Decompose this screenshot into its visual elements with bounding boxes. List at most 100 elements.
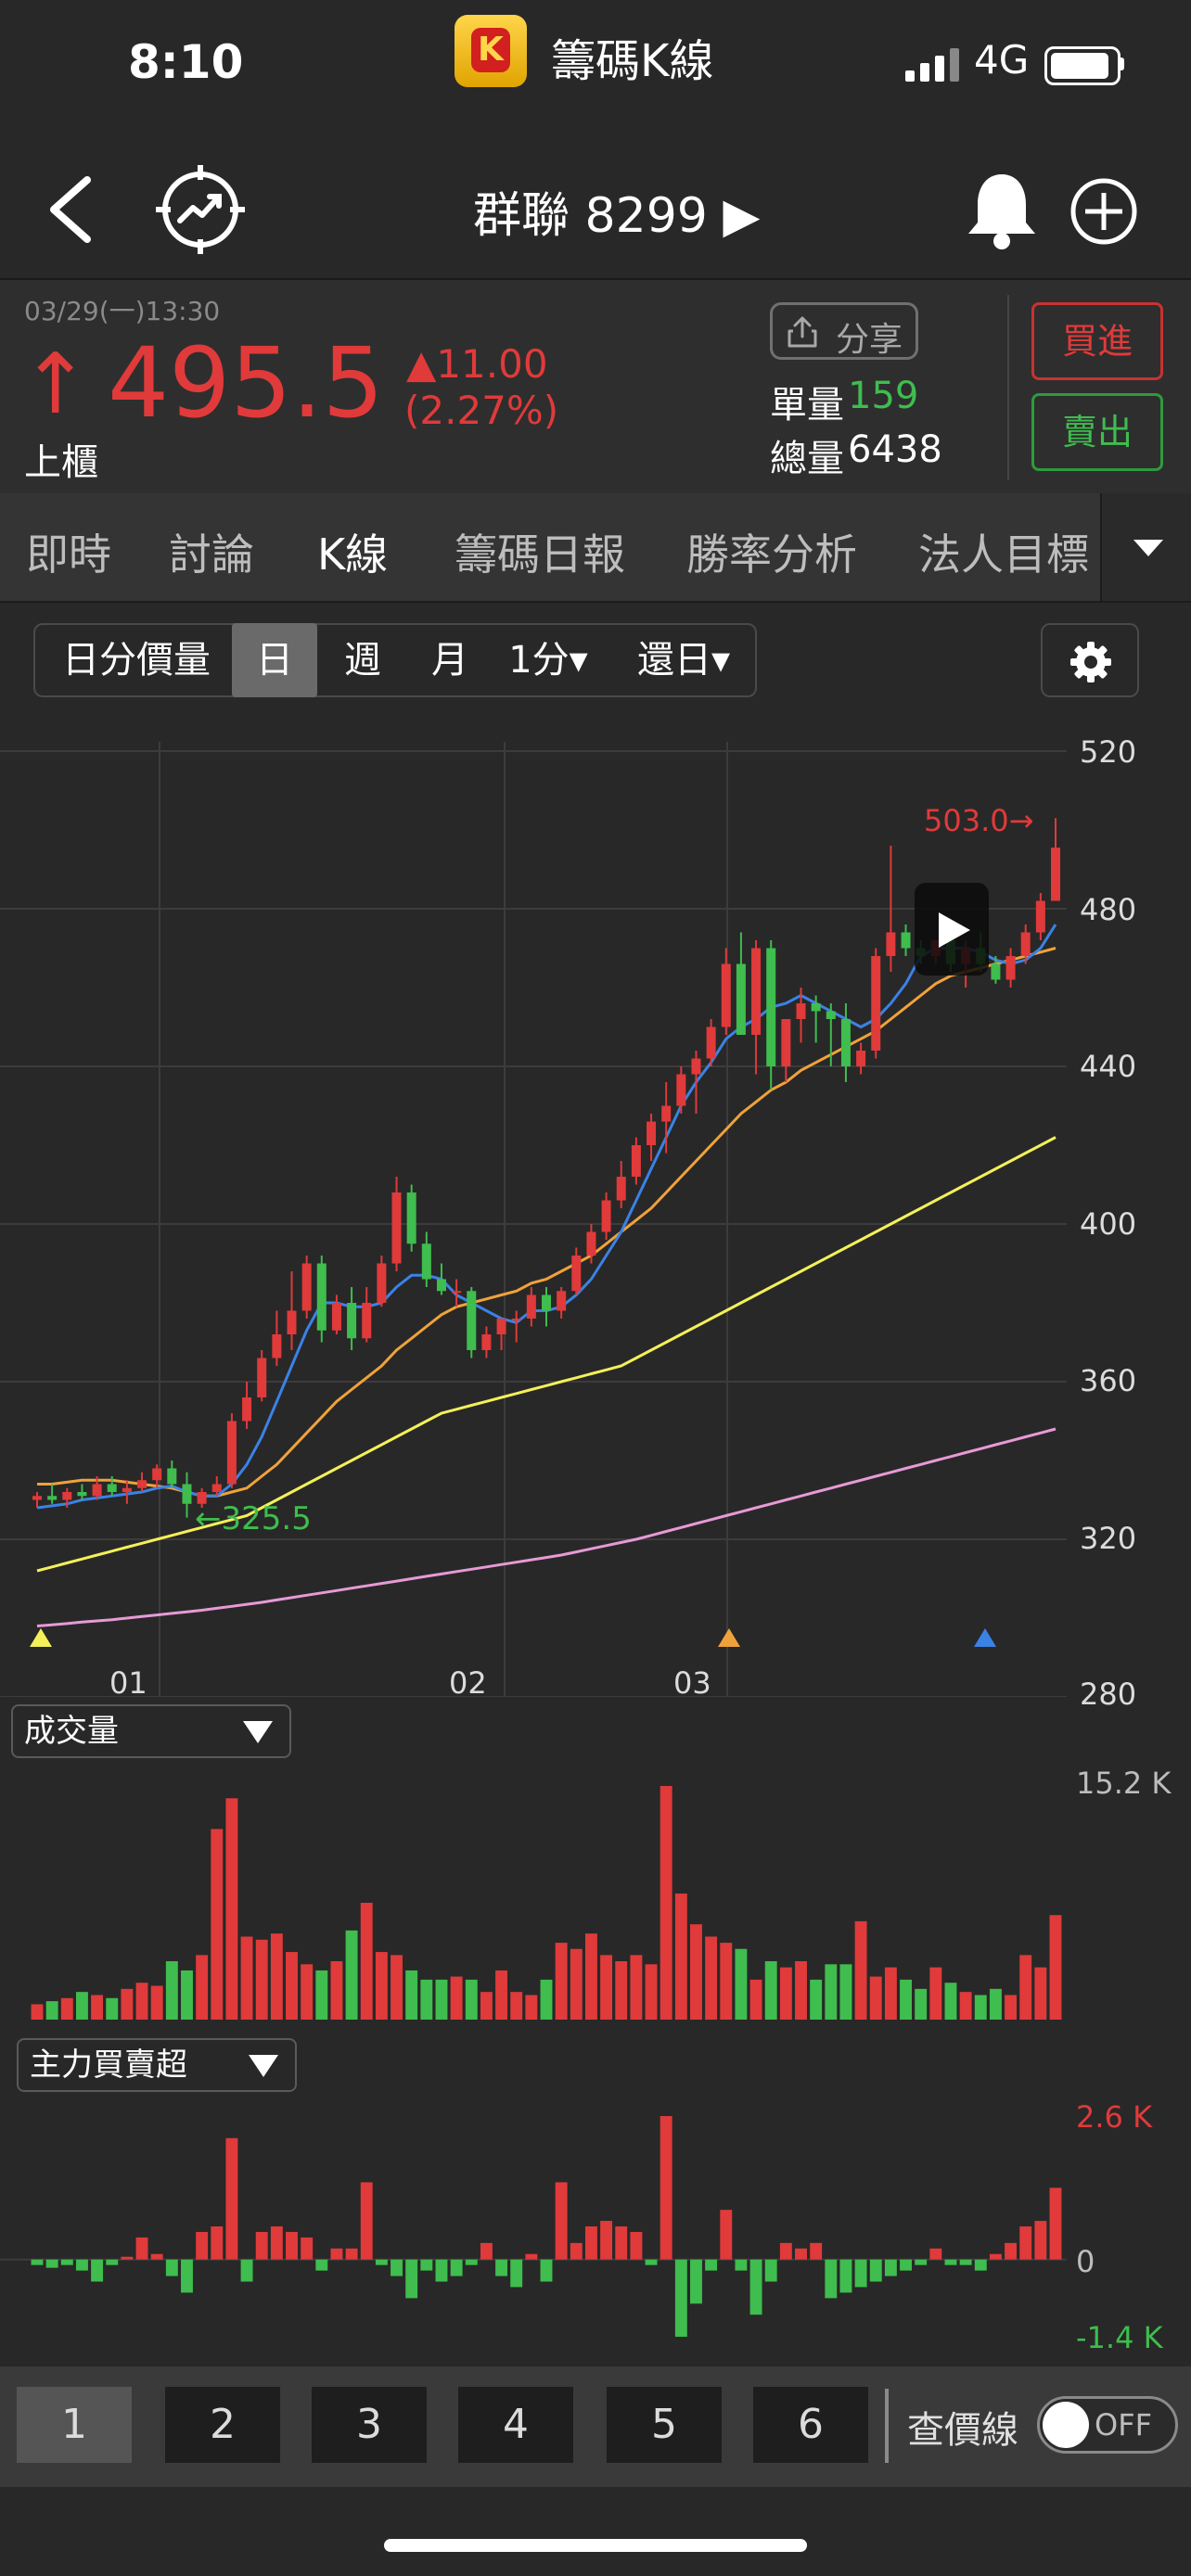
signal-marker-orange-icon (718, 1628, 740, 1647)
page-tab-3[interactable]: 3 (312, 2387, 427, 2463)
share-button[interactable]: 分享 (770, 302, 918, 360)
sell-button[interactable]: 賣出 (1031, 393, 1163, 471)
volume-bar (225, 1798, 238, 2020)
candle-body (886, 932, 896, 956)
signal-marker-yellow-icon (30, 1628, 52, 1647)
page-tab-4[interactable]: 4 (458, 2387, 573, 2463)
volume-bar (915, 1988, 928, 2020)
candle-body (107, 1484, 117, 1492)
volume-bar (869, 1976, 882, 2020)
candle-body (211, 1484, 222, 1492)
main-force-bar (1049, 2187, 1062, 2260)
page-tab-2[interactable]: 2 (165, 2387, 280, 2463)
main-force-bar (375, 2259, 388, 2265)
settings-button[interactable] (1041, 623, 1139, 697)
main-force-indicator-selector[interactable]: 主力買賣超 (17, 2038, 297, 2092)
market-label: 上櫃 (24, 441, 98, 484)
tab-kline[interactable]: K線 (317, 529, 389, 580)
volume-indicator-selector[interactable]: 成交量 (11, 1704, 291, 1758)
page-tab-6[interactable]: 6 (753, 2387, 868, 2463)
candle-body (481, 1334, 492, 1350)
candle-body (47, 1496, 58, 1500)
last-price: 495.5 (108, 326, 384, 440)
candle-body (1035, 900, 1045, 933)
main-force-bar (196, 2231, 209, 2260)
share-label: 分享 (836, 321, 903, 359)
volume-bar (405, 1970, 418, 2020)
target-trend-icon[interactable] (154, 163, 247, 256)
main-force-bar (301, 2237, 314, 2260)
y-tick: 280 (1080, 1677, 1137, 1712)
volume-bar (989, 1988, 1002, 2020)
tab-win-rate[interactable]: 勝率分析 (686, 529, 857, 580)
candle-body (226, 1421, 237, 1485)
main-force-bar (630, 2231, 643, 2260)
tab-institutional-target[interactable]: 法人目標 (918, 529, 1089, 580)
candle-body (601, 1200, 611, 1232)
main-force-bar (121, 2256, 134, 2260)
stock-title[interactable]: 群聯 8299 ▶ (473, 188, 761, 244)
buy-button[interactable]: 買進 (1031, 302, 1163, 380)
main-force-bar (660, 2116, 672, 2260)
main-force-bar (450, 2259, 463, 2276)
main-force-chart[interactable] (0, 2096, 1191, 2365)
app-logo-icon: K (455, 15, 527, 87)
main-force-bar (1019, 2226, 1032, 2260)
mode-day-price-volume[interactable]: 日分價量 (62, 639, 211, 682)
network-type: 4G (974, 37, 1030, 83)
volume-bar (570, 1948, 583, 2020)
candlestick-chart[interactable] (0, 733, 1191, 1697)
volume-bar (884, 1967, 897, 2020)
quote-divider (1007, 295, 1009, 480)
volume-bar (181, 1970, 193, 2020)
main-force-bar (345, 2248, 358, 2260)
app-title: 籌碼K線 (551, 35, 714, 87)
page-tab-1[interactable]: 1 (17, 2387, 132, 2463)
main-force-bar (929, 2248, 942, 2260)
play-button[interactable] (915, 883, 989, 976)
main-force-bar (420, 2259, 433, 2271)
main-force-bar (480, 2242, 493, 2260)
main-force-bar (810, 2242, 823, 2260)
main-force-bar (286, 2231, 298, 2260)
volume-bar (196, 1955, 209, 2020)
restore-dropdown[interactable]: 還日▾ (636, 639, 731, 682)
volume-bar (1005, 1995, 1018, 2020)
main-force-selector-label: 主力買賣超 (30, 2047, 187, 2084)
bell-icon[interactable] (965, 169, 1039, 252)
main-force-bar (106, 2259, 119, 2265)
volume-bar (854, 1920, 867, 2020)
period-month[interactable]: 月 (431, 639, 468, 682)
tab-discussion[interactable]: 討論 (169, 529, 254, 580)
volume-bar (450, 1976, 463, 2020)
main-force-bar (45, 2259, 58, 2268)
volume-bar (764, 1961, 777, 2020)
period-minute-dropdown[interactable]: 1分▾ (508, 639, 588, 682)
candle-body (511, 1319, 521, 1320)
volume-bar (360, 1903, 373, 2020)
back-icon[interactable] (43, 172, 98, 247)
volume-bar (810, 1979, 823, 2020)
main-force-bar (360, 2182, 373, 2260)
volume-bar (1049, 1915, 1062, 2020)
quote-datetime: 03/29(一)13:30 (24, 296, 221, 326)
volume-chart[interactable] (0, 1762, 1191, 2031)
add-icon[interactable] (1069, 176, 1139, 247)
main-force-bar (735, 2259, 748, 2271)
volume-bar (510, 1992, 523, 2020)
main-force-bar (944, 2259, 957, 2265)
y-tick: 320 (1080, 1521, 1137, 1556)
volume-bar (660, 1786, 672, 2020)
period-week[interactable]: 週 (344, 639, 381, 682)
tab-realtime[interactable]: 即時 (26, 529, 111, 580)
page-tab-5[interactable]: 5 (607, 2387, 722, 2463)
candle-body (541, 1294, 552, 1311)
main-force-bar (181, 2259, 193, 2293)
candle-body (137, 1480, 147, 1488)
candle-body (467, 1291, 477, 1350)
tab-chip-daily[interactable]: 籌碼日報 (455, 529, 625, 580)
tab-more-dropdown[interactable] (1100, 493, 1191, 601)
ma120-line (36, 1427, 1057, 1627)
candle-body (586, 1231, 596, 1256)
period-day[interactable]: 日 (232, 623, 317, 697)
